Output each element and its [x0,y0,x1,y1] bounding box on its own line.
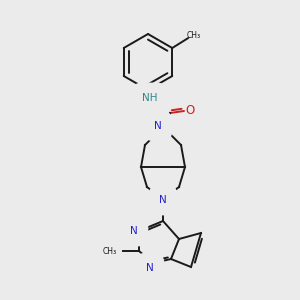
Text: N: N [146,263,154,273]
Text: N: N [130,226,138,236]
Text: CH₃: CH₃ [103,247,117,256]
Text: N: N [154,121,162,131]
Text: O: O [185,103,195,116]
Text: NH: NH [142,93,157,103]
Text: CH₃: CH₃ [186,32,200,40]
Text: N: N [159,195,167,205]
